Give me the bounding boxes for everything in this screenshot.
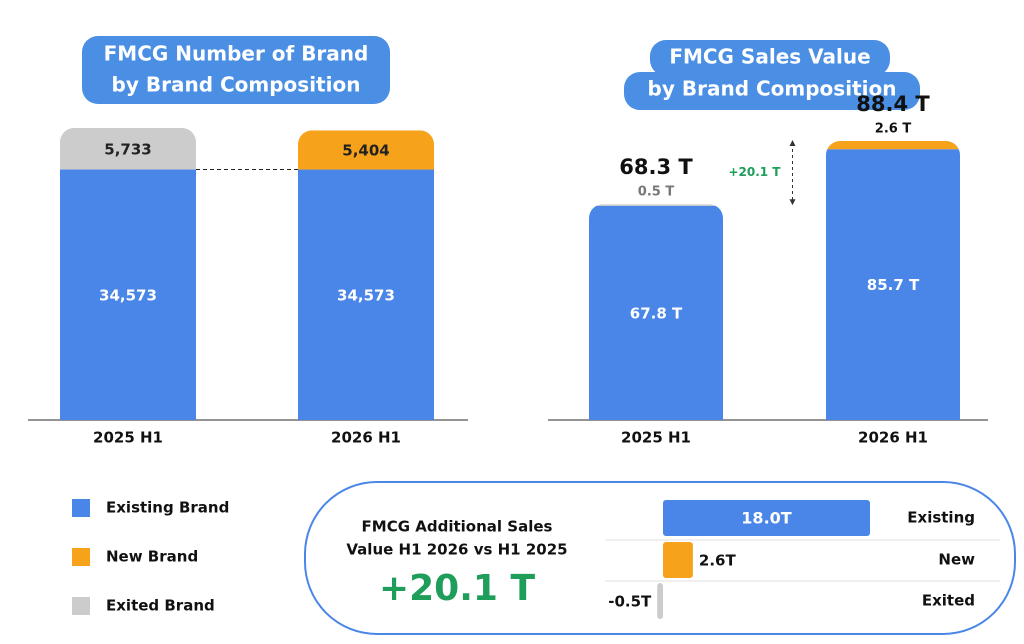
legend-label: Existing Brand bbox=[106, 499, 229, 517]
chart-title: FMCG Number of Brand bbox=[104, 42, 369, 66]
bar bbox=[663, 542, 693, 578]
title-pill bbox=[82, 36, 390, 104]
category-label: New bbox=[938, 551, 975, 569]
panel-title: Value H1 2026 vs H1 2025 bbox=[346, 541, 567, 559]
value-label: 18.0T bbox=[741, 509, 791, 528]
x-tick-label: 2026 H1 bbox=[331, 429, 401, 447]
panel-title: FMCG Additional Sales bbox=[362, 518, 553, 536]
value-label: 34,573 bbox=[99, 286, 157, 304]
value-label: 67.8 T bbox=[630, 304, 683, 322]
category-label: Existing bbox=[907, 509, 975, 527]
value-label: 5,733 bbox=[104, 140, 151, 158]
value-label: 2.6 T bbox=[875, 122, 912, 137]
value-label: -0.5T bbox=[608, 593, 652, 611]
bar-segment bbox=[60, 169, 196, 420]
bar-segment bbox=[60, 128, 196, 170]
bar-stack bbox=[60, 128, 196, 420]
bar bbox=[657, 583, 663, 619]
x-tick-label: 2025 H1 bbox=[621, 429, 691, 447]
total-label: 88.4 T bbox=[856, 92, 930, 116]
annotation: +20.1 T bbox=[728, 165, 781, 179]
value-label: 34,573 bbox=[337, 286, 395, 304]
bar-segment bbox=[298, 169, 434, 420]
chart-title: FMCG Sales Value bbox=[669, 45, 870, 69]
x-tick-label: 2026 H1 bbox=[858, 429, 928, 447]
bar-segment bbox=[589, 205, 723, 420]
legend-label: Exited Brand bbox=[106, 597, 215, 615]
chart-title: by Brand Composition bbox=[112, 73, 361, 97]
chart-title: by Brand Composition bbox=[648, 77, 897, 101]
title-pill bbox=[650, 40, 890, 76]
bar-segment bbox=[826, 149, 960, 420]
value-label: 85.7 T bbox=[867, 276, 920, 294]
x-tick-label: 2025 H1 bbox=[93, 429, 163, 447]
value-label: 5,404 bbox=[342, 141, 389, 159]
legend-label: New Brand bbox=[106, 548, 198, 566]
bar-segment bbox=[589, 204, 723, 206]
category-label: Exited bbox=[922, 592, 975, 610]
headline: +20.1 T bbox=[379, 568, 536, 609]
legend-swatch bbox=[72, 597, 90, 615]
title-pill bbox=[624, 72, 920, 110]
bar-segment bbox=[826, 141, 960, 150]
bar-stack bbox=[826, 141, 960, 420]
legend-swatch bbox=[72, 499, 90, 517]
bar-stack bbox=[298, 130, 434, 420]
total-label: 68.3 T bbox=[619, 155, 693, 179]
value-label: 0.5 T bbox=[638, 185, 675, 200]
value-label: 2.6T bbox=[699, 552, 737, 570]
bar-segment bbox=[298, 130, 434, 170]
bar-stack bbox=[589, 204, 723, 420]
bar bbox=[663, 500, 870, 536]
legend-swatch bbox=[72, 548, 90, 566]
